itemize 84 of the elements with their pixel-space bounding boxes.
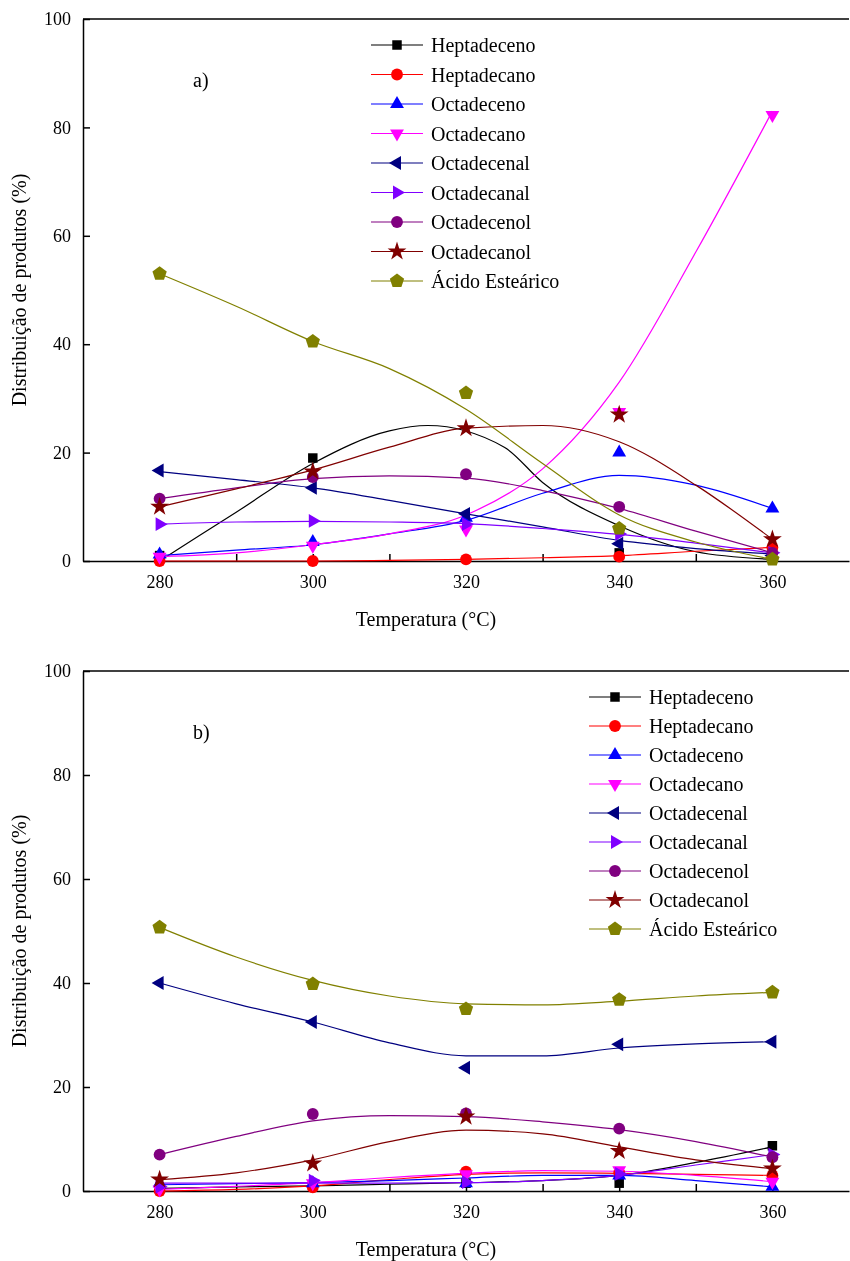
y-axis-title: Distribuição de produtos (%) (8, 173, 31, 407)
legend-label: Octadecano (431, 122, 526, 145)
point (609, 1141, 629, 1159)
y-tick-label: 0 (62, 1181, 71, 1202)
y-tick-label: 60 (53, 226, 71, 247)
y-axis-title: Distribuição de produtos (%) (8, 814, 31, 1048)
y-tick-label: 80 (53, 117, 71, 138)
legend-label: Ácido Esteárico (649, 918, 778, 940)
legend-label: Heptadeceno (649, 686, 754, 709)
legend-label: Octadecenol (431, 211, 532, 233)
point (611, 536, 624, 551)
legend-label: Heptadeceno (431, 34, 536, 57)
point (460, 468, 472, 481)
point (762, 1158, 782, 1177)
y-tick-label: 80 (53, 765, 71, 786)
legend-label: Octadecenal (431, 152, 531, 174)
legend-label: Octadecano (649, 773, 744, 795)
legend-label: Heptadecano (649, 715, 754, 738)
y-tick-label: 40 (53, 973, 71, 994)
point (612, 444, 627, 457)
point (456, 1106, 476, 1125)
x-tick-label: 280 (146, 1201, 174, 1222)
x-tick-label: 280 (146, 571, 174, 592)
y-tick-label: 100 (44, 661, 71, 682)
point (460, 553, 472, 566)
y-tick-label: 100 (44, 9, 71, 30)
point (303, 1153, 323, 1172)
point (305, 333, 320, 348)
legend-label: Octadecanol (431, 240, 532, 263)
legend-label: Heptadecano (431, 63, 536, 87)
point (308, 513, 321, 528)
point (611, 1037, 624, 1052)
x-tick-label: 320 (453, 571, 480, 592)
point (458, 1001, 474, 1016)
point (303, 461, 323, 480)
point (612, 520, 627, 535)
point (458, 385, 474, 400)
point (305, 976, 320, 991)
legend-label: Octadeceno (649, 744, 744, 766)
y-tick-label: 20 (53, 442, 71, 463)
point (613, 500, 626, 513)
y-tick-label: 20 (53, 1077, 71, 1098)
legend-label: Octadecenal (649, 802, 749, 824)
legend-label: Octadecenol (649, 860, 750, 882)
point (151, 976, 164, 990)
point (458, 1060, 470, 1075)
point (152, 919, 167, 934)
x-tick-label: 300 (299, 1201, 327, 1222)
x-tick-label: 340 (606, 1201, 634, 1222)
annotation: b) (193, 721, 210, 744)
point (613, 1122, 626, 1135)
legend-label: Octadecanal (431, 181, 531, 204)
point (762, 529, 782, 548)
point (308, 453, 318, 463)
y-tick-label: 60 (53, 869, 71, 890)
point (306, 555, 319, 567)
point (766, 1151, 779, 1164)
legend-label: Ácido Esteárico (431, 270, 560, 292)
point (765, 984, 780, 999)
x-tick-label: 300 (299, 571, 327, 592)
point (306, 1108, 319, 1120)
point (613, 550, 626, 563)
x-tick-label: 360 (759, 571, 787, 592)
y-tick-label: 40 (53, 334, 71, 355)
point (153, 1148, 166, 1161)
point (462, 517, 474, 532)
x-axis-title: Temperatura (°C) (355, 608, 497, 631)
point (764, 1034, 777, 1049)
point (150, 496, 170, 515)
x-tick-label: 320 (453, 1201, 480, 1222)
legend-label: Octadecanal (649, 831, 749, 853)
y-tick-label: 0 (62, 551, 71, 572)
point (456, 418, 476, 437)
legend-label: Octadeceno (431, 93, 526, 115)
x-tick-label: 340 (606, 571, 634, 592)
point (150, 1169, 170, 1188)
point (612, 992, 627, 1006)
annotation: a) (193, 69, 209, 92)
point (152, 266, 167, 280)
point (155, 517, 168, 532)
x-axis-title: Temperatura (°C) (355, 1238, 497, 1261)
legend-label: Octadecanol (649, 889, 750, 911)
point (765, 500, 780, 513)
x-tick-label: 360 (759, 1201, 787, 1222)
